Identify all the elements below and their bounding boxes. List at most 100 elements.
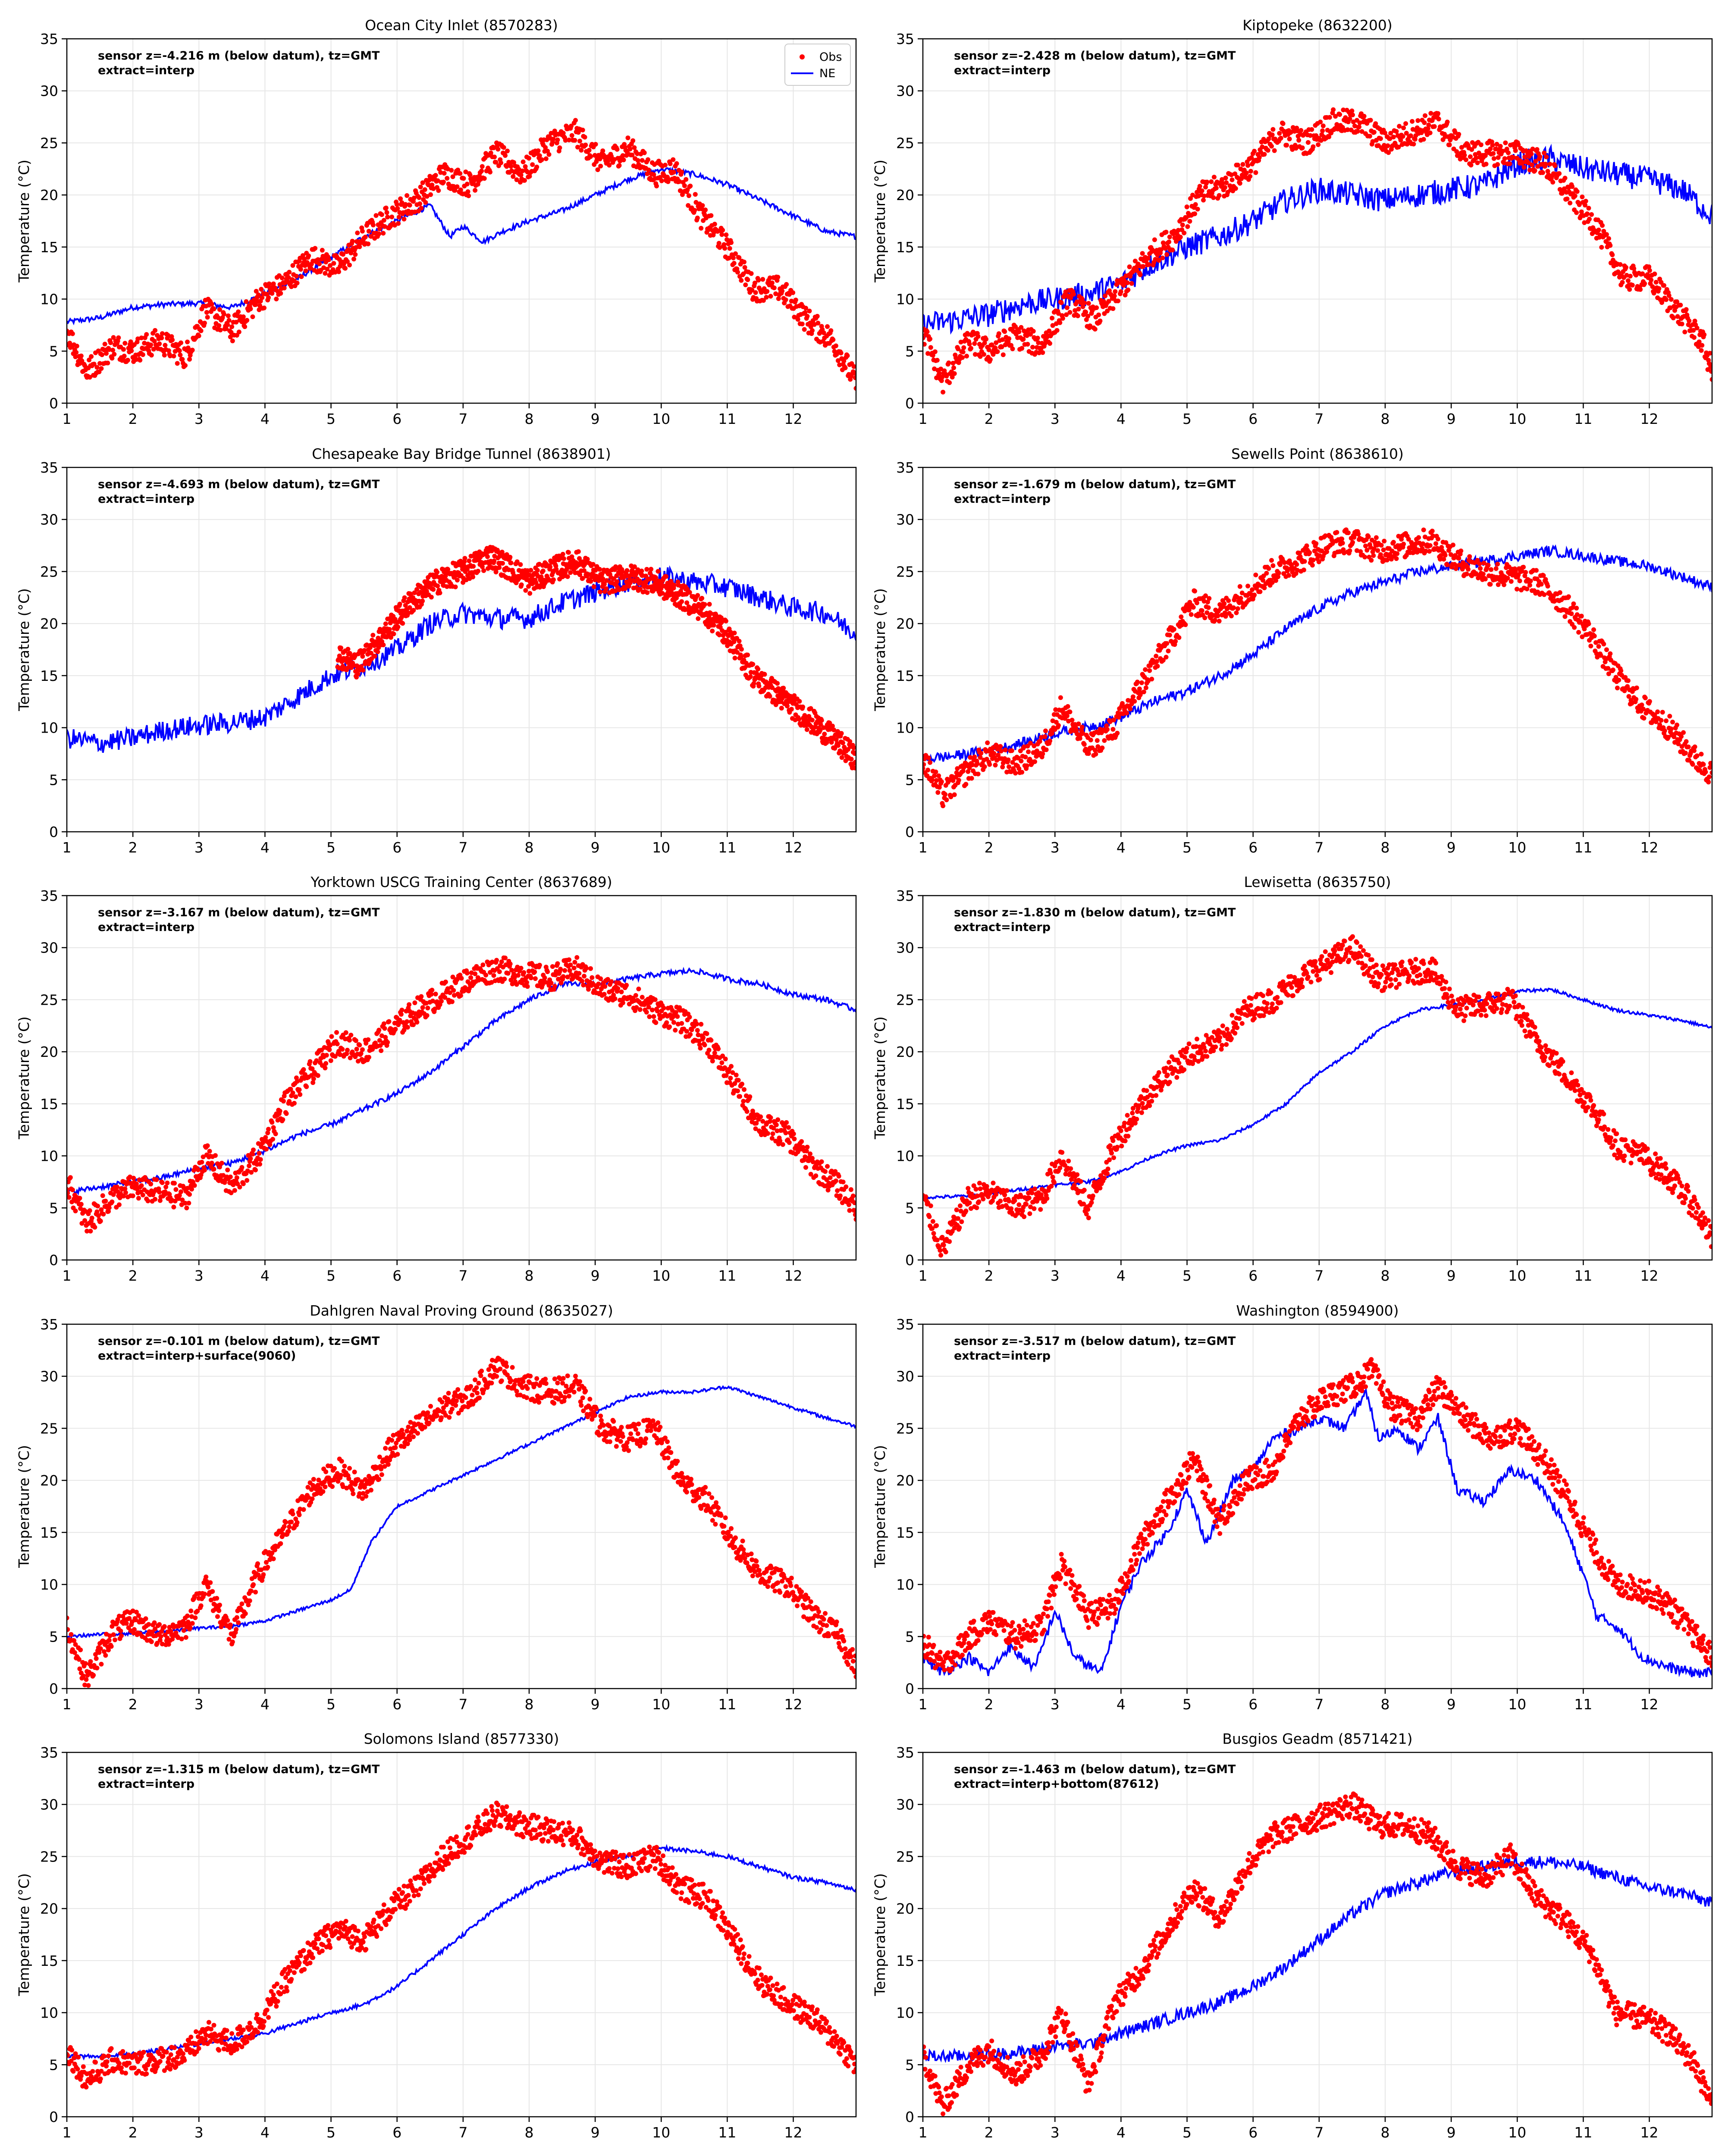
obs-point: [302, 257, 307, 262]
x-tick-label: 1: [63, 839, 72, 856]
extract-note: extract=interp: [98, 64, 194, 77]
obs-point: [1628, 273, 1633, 279]
obs-point: [1387, 136, 1393, 141]
obs-point: [1463, 157, 1468, 162]
obs-point: [635, 158, 640, 163]
obs-point: [1010, 346, 1015, 351]
obs-point: [89, 1216, 94, 1221]
obs-point: [317, 261, 322, 266]
obs-point: [381, 218, 386, 223]
obs-point: [1642, 281, 1647, 286]
y-tick-label: 5: [905, 771, 914, 788]
obs-point: [1423, 548, 1428, 554]
obs-point: [257, 1151, 262, 1156]
obs-point: [733, 251, 738, 256]
obs-point: [1054, 328, 1060, 333]
obs-point: [520, 168, 525, 173]
obs-point: [981, 352, 986, 357]
obs-point: [1145, 256, 1151, 261]
obs-point: [70, 1187, 75, 1192]
obs-point: [134, 1181, 139, 1187]
obs-point: [1367, 134, 1372, 139]
obs-point: [85, 1228, 90, 1234]
obs-point: [605, 159, 610, 164]
obs-point: [833, 343, 838, 348]
obs-point: [78, 1202, 84, 1207]
obs-point: [1672, 308, 1677, 313]
obs-point: [1675, 722, 1679, 727]
obs-point: [1053, 707, 1058, 712]
obs-point: [451, 184, 456, 189]
obs-point: [1016, 766, 1022, 771]
obs-point: [1480, 571, 1486, 577]
obs-point: [702, 602, 707, 607]
obs-point: [1201, 599, 1207, 604]
obs-point: [88, 1228, 93, 1234]
obs-point: [412, 590, 417, 595]
obs-point: [190, 348, 195, 353]
obs-point: [1686, 744, 1691, 749]
obs-point: [357, 244, 362, 249]
obs-point: [1562, 614, 1568, 619]
obs-point: [370, 222, 376, 228]
obs-point: [1260, 144, 1265, 150]
obs-point: [1529, 162, 1534, 167]
extract-note: extract=interp: [98, 492, 194, 506]
obs-point: [1513, 148, 1518, 153]
obs-point: [809, 718, 815, 723]
obs-point: [1591, 627, 1596, 632]
obs-point: [1167, 235, 1172, 239]
obs-point: [827, 721, 832, 726]
obs-point: [1164, 252, 1170, 257]
obs-point: [226, 318, 232, 323]
obs-point: [407, 203, 412, 208]
obs-point: [732, 630, 737, 636]
obs-point: [1580, 634, 1585, 639]
obs-point: [1516, 142, 1521, 147]
obs-point: [1694, 753, 1700, 758]
obs-point: [684, 600, 690, 605]
obs-point: [347, 263, 352, 268]
obs-point: [1278, 562, 1283, 567]
obs-point: [972, 352, 978, 357]
obs-point: [1278, 135, 1283, 141]
obs-point: [645, 590, 650, 595]
obs-point: [1042, 341, 1048, 346]
obs-point: [1425, 126, 1430, 131]
obs-point: [1007, 764, 1012, 769]
obs-point: [1416, 535, 1421, 540]
obs-point: [1388, 131, 1393, 136]
obs-point: [446, 182, 451, 187]
obs-point: [1589, 212, 1594, 217]
obs-point: [1634, 685, 1639, 690]
obs-point: [1302, 559, 1307, 564]
obs-point: [679, 599, 684, 604]
obs-point: [1293, 146, 1298, 151]
obs-point: [593, 142, 598, 147]
obs-point: [742, 265, 747, 270]
obs-point: [464, 182, 470, 187]
obs-point: [1489, 567, 1494, 572]
obs-point: [543, 156, 549, 161]
y-tick-label: 10: [896, 720, 914, 736]
obs-point: [1652, 271, 1657, 276]
obs-point: [383, 205, 389, 210]
obs-point: [978, 755, 983, 760]
obs-point: [370, 633, 376, 638]
obs-point: [815, 313, 820, 319]
obs-point: [422, 187, 427, 192]
obs-point: [994, 340, 999, 345]
obs-point: [581, 568, 586, 573]
obs-point: [355, 671, 361, 677]
obs-point: [803, 306, 808, 311]
obs-point: [1137, 686, 1142, 692]
obs-point: [1050, 731, 1054, 736]
obs-point: [1220, 181, 1225, 186]
obs-point: [82, 363, 88, 368]
obs-point: [1000, 352, 1006, 357]
obs-point: [951, 365, 956, 370]
obs-point: [666, 177, 671, 182]
obs-point: [1441, 557, 1446, 562]
obs-point: [125, 357, 130, 363]
obs-point: [97, 361, 102, 366]
